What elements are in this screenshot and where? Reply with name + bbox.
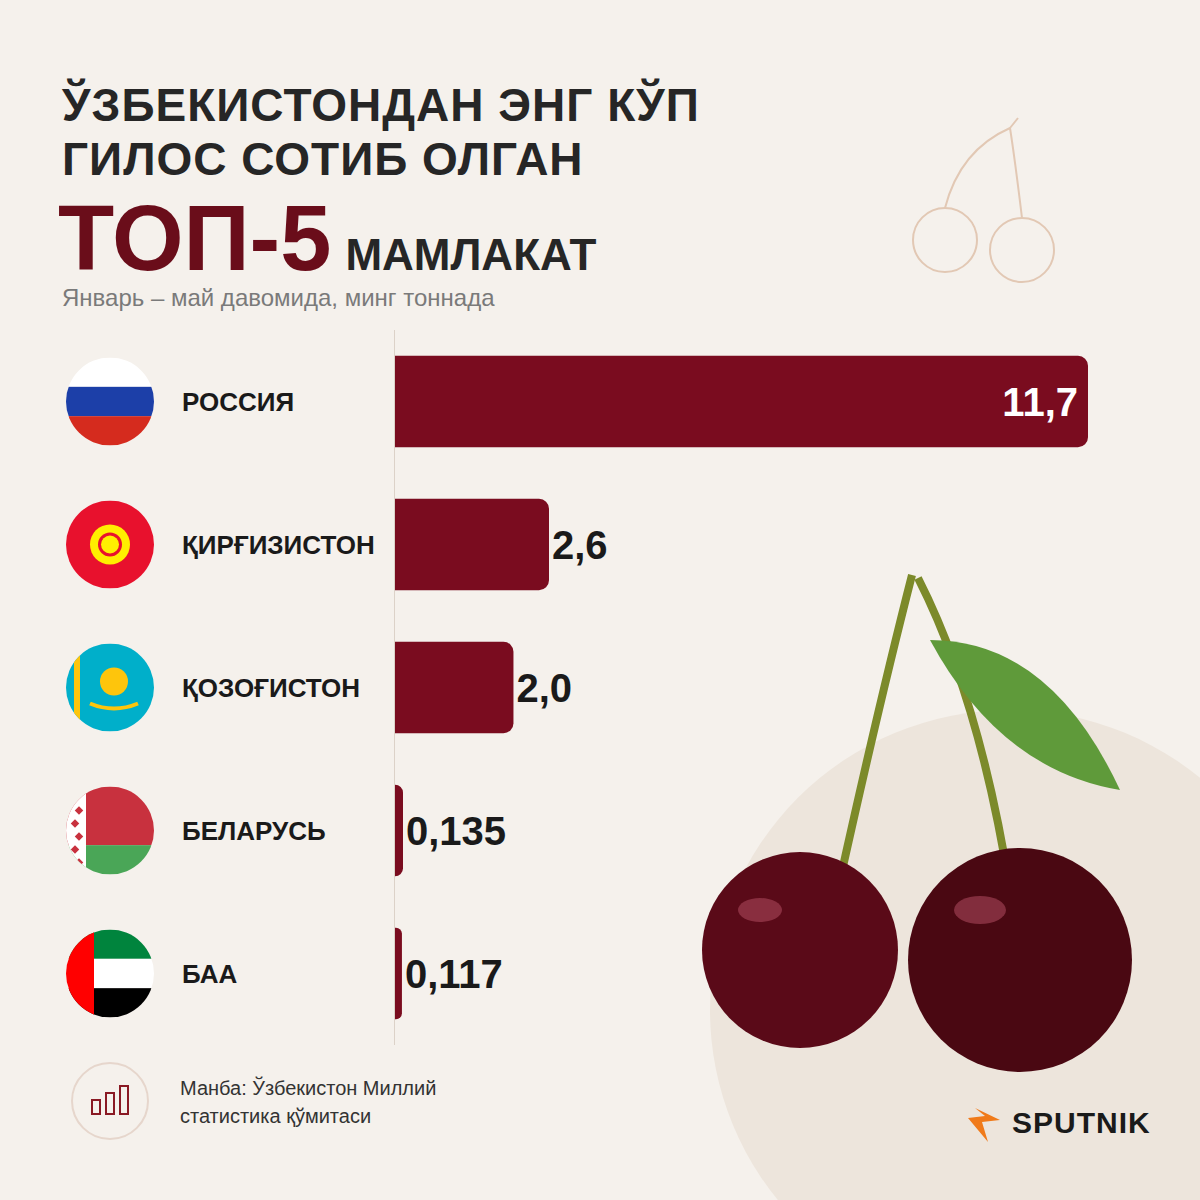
svg-text:ҚОЗОҒИСТОН: ҚОЗОҒИСТОН [182,673,360,703]
html-text:Манба: Ўзбекистон Миллий стати: Манба: Ўзбекистон Миллий статистика қўми… [180,1077,437,1127]
svg-text:0,117: 0,117 [405,952,503,996]
svg-text:БАА: БАА [182,959,237,989]
svg-text:0,135: 0,135 [406,809,506,853]
html-text:ГИЛОС СОТИБ ОЛГАН: ГИЛОС СОТИБ ОЛГАН [62,133,584,185]
svg-text:2,0: 2,0 [516,666,572,710]
svg-text:2,6: 2,6 [552,523,608,567]
html-text:Январь – май давомида, минг то: Январь – май давомида, минг тоннада [62,284,495,311]
html-text:ТОП-5: ТОП-5 [58,187,332,289]
html-text:ЎЗБЕКИСТОНДАН ЭНГ КЎП: ЎЗБЕКИСТОНДАН ЭНГ КЎП [62,79,700,131]
svg-text:11,7: 11,7 [1002,380,1078,424]
html-text:SPUTNIK: SPUTNIK [1012,1106,1151,1139]
svg-text:ҚИРҒИЗИСТОН: ҚИРҒИЗИСТОН [182,530,375,560]
svg-text:БЕЛАРУСЬ: БЕЛАРУСЬ [182,816,326,846]
svg-text:РОССИЯ: РОССИЯ [182,387,294,417]
html-text:МАМЛАКАТ: МАМЛАКАТ [345,230,597,279]
